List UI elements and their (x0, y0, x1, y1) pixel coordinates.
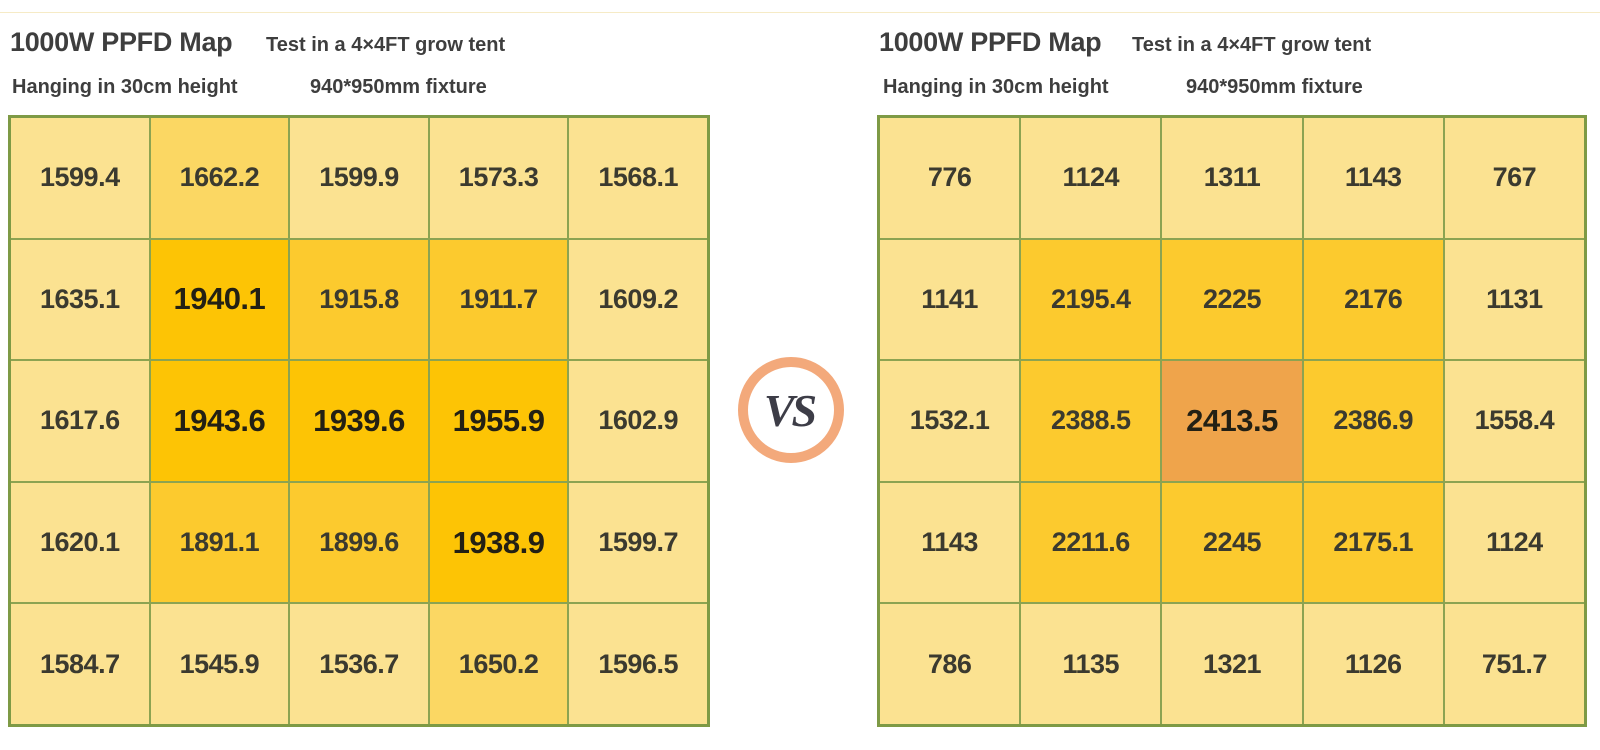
ppfd-cell: 1943.6 (150, 361, 289, 481)
map-title: 1000W PPFD Map (10, 27, 233, 57)
ppfd-cell: 1915.8 (290, 239, 428, 360)
ppfd-grid-right: 776 1124 1311 1143 767 1141 2195.4 2225 2176 1131… (877, 115, 1587, 727)
ppfd-cell: 1558.4 (1444, 361, 1584, 481)
ppfd-cell: 1939.6 (290, 361, 428, 481)
map-subtitle: Test in a 4×4FT grow tent (266, 34, 506, 56)
ppfd-cell: 1126 (1303, 604, 1443, 724)
ppfd-cell: 1891.1 (150, 482, 289, 603)
fixture-size-note: 940*950mm fixture (310, 76, 487, 98)
ppfd-cell: 1662.2 (150, 118, 289, 238)
fixture-size-note: 940*950mm fixture (1186, 76, 1363, 98)
ppfd-cell: 2176 (1303, 239, 1443, 360)
ppfd-cell: 2175.1 (1303, 482, 1443, 603)
ppfd-cell: 1899.6 (290, 482, 428, 603)
ppfd-cell: 2195.4 (1021, 239, 1161, 360)
ppfd-cell: 1532.1 (880, 361, 1020, 481)
ppfd-cell: 1131 (1444, 239, 1584, 360)
ppfd-cell: 1617.6 (11, 361, 149, 481)
ppfd-cell: 1143 (880, 482, 1020, 603)
ppfd-cell: 1124 (1444, 482, 1584, 603)
ppfd-cell: 2211.6 (1021, 482, 1161, 603)
ppfd-cell: 1545.9 (150, 604, 289, 724)
ppfd-cell: 2386.9 (1303, 361, 1443, 481)
ppfd-cell: 1635.1 (11, 239, 149, 360)
ppfd-cell: 1584.7 (11, 604, 149, 724)
ppfd-cell: 786 (880, 604, 1020, 724)
ppfd-cell: 1955.9 (429, 361, 568, 481)
ppfd-cell: 767 (1444, 118, 1584, 238)
top-divider-line (0, 12, 1600, 13)
ppfd-cell: 1599.4 (11, 118, 149, 238)
ppfd-cell: 751.7 (1444, 604, 1584, 724)
ppfd-cell: 1143 (1303, 118, 1443, 238)
ppfd-cell: 1938.9 (429, 482, 568, 603)
ppfd-cell: 1599.9 (290, 118, 428, 238)
ppfd-cell: 1940.1 (150, 239, 289, 360)
ppfd-map-right: 1000W PPFD Map Test in a 4×4FT grow tent… (877, 0, 1587, 750)
ppfd-cell: 1536.7 (290, 604, 428, 724)
ppfd-cell: 1911.7 (429, 239, 568, 360)
vs-label: VS (763, 384, 817, 436)
ppfd-cell: 1573.3 (429, 118, 568, 238)
ppfd-cell: 2225 (1162, 239, 1302, 360)
ppfd-cell: 1596.5 (569, 604, 707, 724)
ppfd-cell: 1311 (1162, 118, 1302, 238)
ppfd-cell: 1135 (1021, 604, 1161, 724)
hanging-height-note: Hanging in 30cm height (883, 76, 1109, 98)
ppfd-cell: 1568.1 (569, 118, 707, 238)
ppfd-cell: 1602.9 (569, 361, 707, 481)
map-subtitle: Test in a 4×4FT grow tent (1132, 34, 1372, 56)
ppfd-cell: 1620.1 (11, 482, 149, 603)
ppfd-cell: 1599.7 (569, 482, 707, 603)
ppfd-cell: 1124 (1021, 118, 1161, 238)
hanging-height-note: Hanging in 30cm height (12, 76, 238, 98)
ppfd-cell: 1650.2 (429, 604, 568, 724)
ppfd-cell: 2388.5 (1021, 361, 1161, 481)
ppfd-cell: 1321 (1162, 604, 1302, 724)
ppfd-cell: 1141 (880, 239, 1020, 360)
ppfd-cell: 2413.5 (1162, 361, 1302, 481)
ppfd-cell: 776 (880, 118, 1020, 238)
vs-badge: VS (738, 357, 844, 463)
ppfd-map-left: 1000W PPFD Map Test in a 4×4FT grow tent… (8, 0, 710, 750)
ppfd-cell: 1609.2 (569, 239, 707, 360)
ppfd-grid-left: 1599.4 1662.2 1599.9 1573.3 1568.1 1635.1 1940… (8, 115, 710, 727)
map-title: 1000W PPFD Map (879, 27, 1102, 57)
ppfd-cell: 2245 (1162, 482, 1302, 603)
